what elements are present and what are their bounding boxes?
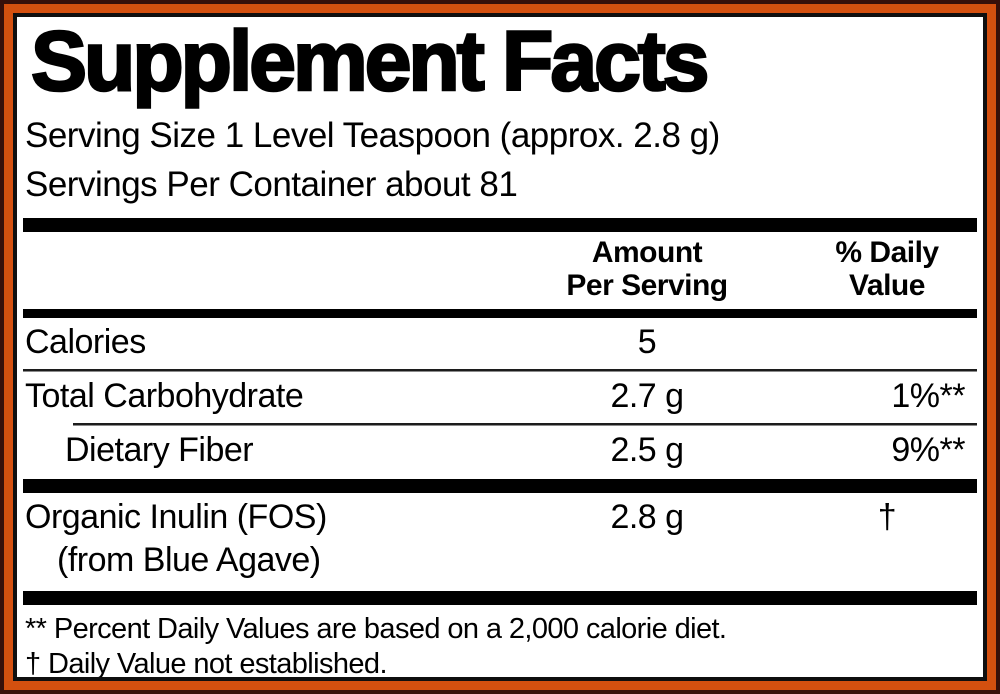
nutrient-row-organic-inulin: Organic Inulin (FOS) (from Blue Agave) 2… [23,493,977,587]
nutrient-daily-value: † [877,497,897,536]
nutrient-amount: 5 [637,322,657,361]
hairline-separator-calories [23,368,977,372]
nutrient-row-calories: Calories 5 [23,318,977,369]
servings-per-container-text: Servings Per Container about 81 [25,164,518,204]
footnote-daily-values: ** Percent Daily Values are based on a 2… [25,612,727,645]
footnotes: ** Percent Daily Values are based on a 2… [23,612,977,681]
footnote-daily-value-not-established: † Daily Value not established. [25,648,388,681]
nutrient-name-line1: Organic Inulin (FOS) [25,497,327,536]
nutrient-amount: 2.5 g [610,430,684,469]
column-header-daily-value: % Daily Value [797,236,977,303]
nutrient-daily-value: 1%** [891,376,965,415]
serving-info: Serving Size 1 Level Teaspoon (approx. 2… [23,111,977,209]
column-header-daily-value-line1: % Daily [835,235,939,269]
column-header-amount: Amount Per Serving [497,236,797,303]
nutrient-name: Dietary Fiber [65,430,254,469]
hairline-separator-total-carbohydrate [73,422,977,426]
column-header-spacer [23,236,497,303]
column-header-row: Amount Per Serving % Daily Value [23,232,977,309]
serving-size-text: Serving Size 1 Level Teaspoon (approx. 2… [25,115,720,155]
label-title: Supplement Facts [30,14,711,108]
nutrient-name: Calories [25,322,146,361]
nutrient-daily-value: 9%** [891,430,965,469]
nutrient-name: Total Carbohydrate [25,376,304,415]
label-inner-panel: Supplement Facts Serving Size 1 Level Te… [13,13,987,681]
nutrient-row-dietary-fiber: Dietary Fiber 2.5 g 9%** [23,426,977,477]
nutrient-row-total-carbohydrate: Total Carbohydrate 2.7 g 1%** [23,372,977,423]
thick-separator-middle [23,478,977,493]
column-header-amount-line2: Per Serving [566,269,728,303]
label-orange-border: Supplement Facts Serving Size 1 Level Te… [4,4,996,690]
nutrient-amount: 2.8 g [610,497,684,536]
medium-separator-under-header [23,308,977,318]
thick-separator-top [23,217,977,232]
thick-separator-bottom [23,590,977,605]
column-header-daily-value-line2: Value [849,269,925,303]
nutrient-amount: 2.7 g [610,376,684,415]
nutrient-name: Organic Inulin (FOS) (from Blue Agave) [23,498,497,580]
column-header-amount-line1: Amount [591,235,703,269]
nutrient-name-line2: (from Blue Agave) [57,540,321,579]
